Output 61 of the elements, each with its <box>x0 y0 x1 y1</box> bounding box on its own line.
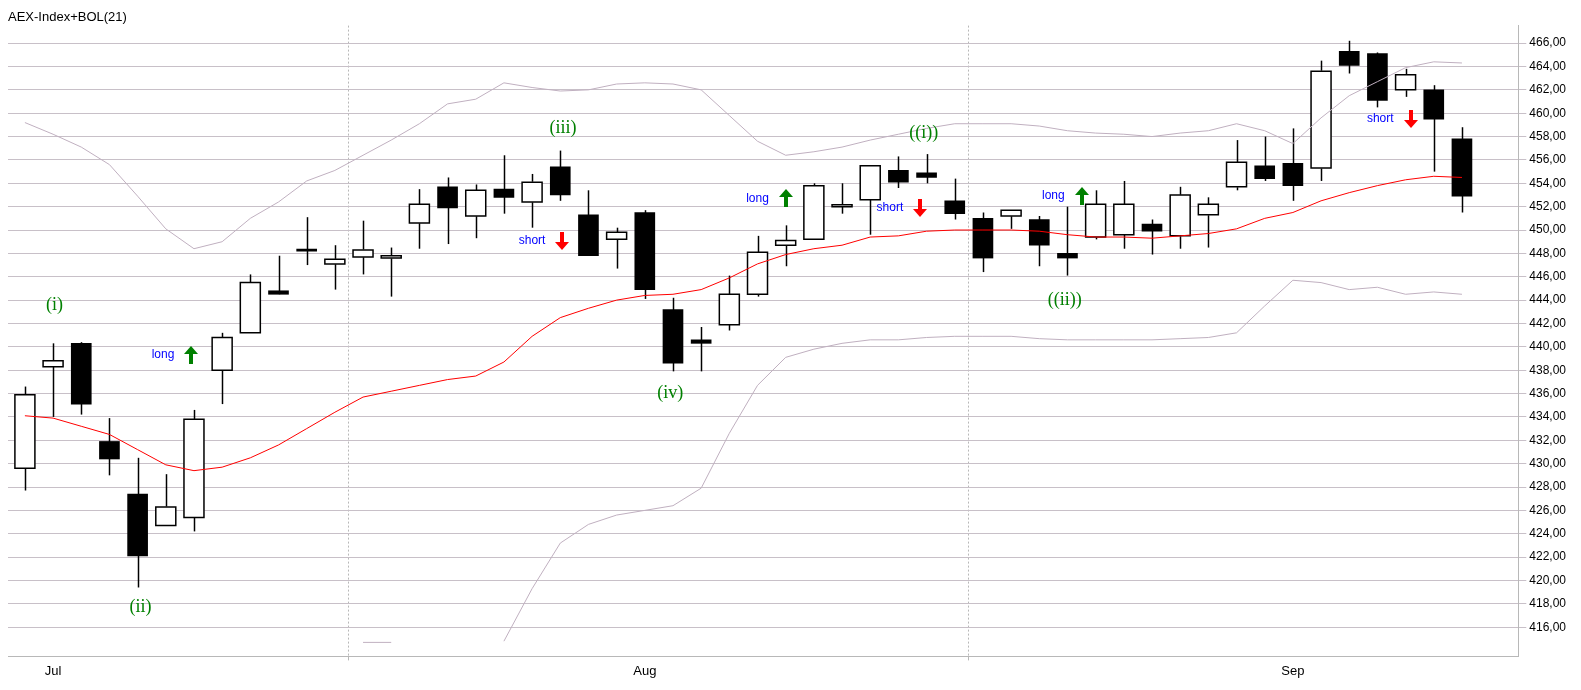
candlestick <box>380 246 402 298</box>
y-tick-label: 436,00 <box>1529 385 1567 400</box>
y-tick-label: 420,00 <box>1529 572 1567 587</box>
y-tick-label: 466,00 <box>1529 35 1567 50</box>
candlestick <box>1254 135 1276 182</box>
y-tick-label: 448,00 <box>1529 245 1567 260</box>
candlestick <box>1000 209 1022 230</box>
annotation: (i) <box>45 293 63 315</box>
candlestick <box>521 173 543 229</box>
candlestick <box>352 219 374 276</box>
annotation: long <box>1042 188 1065 203</box>
y-tick-label: 418,00 <box>1529 596 1567 611</box>
candlestick <box>437 176 458 245</box>
y-tick-label: 458,00 <box>1529 128 1567 143</box>
candlestick <box>42 342 64 418</box>
y-tick-label: 456,00 <box>1529 152 1567 167</box>
candlestick <box>888 155 909 189</box>
candlestick <box>99 417 120 477</box>
y-tick-label: 452,00 <box>1529 198 1567 213</box>
x-tick-label: Sep <box>1281 662 1305 678</box>
annotation: long <box>151 347 175 362</box>
candlestick <box>690 326 712 373</box>
y-tick-label: 454,00 <box>1529 175 1567 190</box>
annotation: (iv) <box>657 382 684 404</box>
annotation: short <box>1366 111 1395 126</box>
candlestick <box>1141 218 1163 256</box>
annotation: (iii) <box>549 117 577 139</box>
annotation: ((i)) <box>909 121 939 143</box>
y-tick-label: 446,00 <box>1529 269 1567 284</box>
y-tick-label: 422,00 <box>1529 549 1567 564</box>
y-tick-label: 416,00 <box>1529 619 1567 634</box>
candlestick <box>1338 40 1360 75</box>
y-tick-label: 440,00 <box>1529 339 1567 354</box>
y-tick-label: 424,00 <box>1529 526 1567 541</box>
annotation: (ii) <box>129 596 152 618</box>
y-tick-label: 444,00 <box>1529 292 1567 307</box>
x-tick-label: Aug <box>633 662 657 678</box>
candlestick <box>493 154 515 215</box>
y-tick-label: 438,00 <box>1529 362 1567 377</box>
y-tick-label: 460,00 <box>1529 105 1567 120</box>
chart-title: AEX-Index+BOL(21) <box>8 9 127 25</box>
y-tick-label: 464,00 <box>1529 58 1567 73</box>
y-tick-label: 428,00 <box>1529 479 1567 494</box>
annotation: short <box>518 232 547 247</box>
x-tick-label: Jul <box>44 662 62 678</box>
candlestick <box>944 177 966 221</box>
annotation: short <box>876 200 904 215</box>
candlestick <box>1057 205 1078 277</box>
candlestick <box>268 254 289 296</box>
y-tick-label: 434,00 <box>1529 409 1567 424</box>
y-tick-label: 432,00 <box>1529 432 1567 447</box>
y-tick-label: 450,00 <box>1529 222 1567 237</box>
y-tick-label: 442,00 <box>1529 315 1567 330</box>
y-tick-label: 430,00 <box>1529 455 1567 470</box>
annotation: ((ii)) <box>1047 288 1082 310</box>
candlestick <box>916 153 937 185</box>
y-tick-label: 462,00 <box>1529 82 1567 97</box>
candlestick <box>1282 127 1304 202</box>
y-tick-label: 426,00 <box>1529 502 1567 517</box>
annotation: long <box>746 190 769 205</box>
candlestick <box>324 244 346 291</box>
